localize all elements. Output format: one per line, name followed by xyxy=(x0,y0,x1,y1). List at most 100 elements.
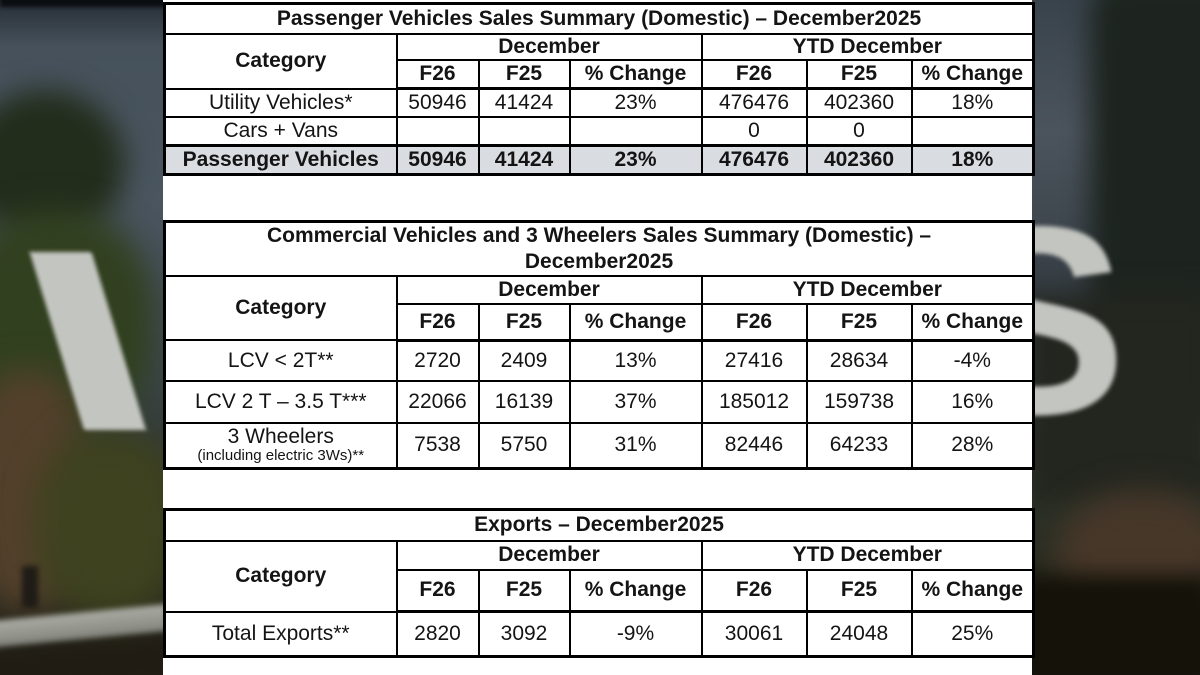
exports-table: Exports – December2025 Category December… xyxy=(163,508,1036,658)
category-cell: Cars + Vans xyxy=(163,115,398,147)
data-cell: 37% xyxy=(568,380,703,424)
column-header-ytd-f25: F25 xyxy=(805,58,913,90)
data-cell: 2820 xyxy=(395,610,480,658)
column-header-f26: F26 xyxy=(395,568,480,613)
data-cell: 476476 xyxy=(700,87,808,118)
column-header-ytd-f25: F25 xyxy=(805,303,913,342)
data-cell: 476476 xyxy=(700,144,808,176)
data-cell: 2409 xyxy=(477,339,571,382)
data-cell: 5750 xyxy=(477,422,571,469)
row-3-wheelers: 3 Wheelers (including electric 3Ws)** 75… xyxy=(163,422,1035,469)
column-header-ytd-pct-change: % Change xyxy=(910,303,1035,342)
data-cell: 82446 xyxy=(700,422,808,469)
column-header-ytd-pct-change: % Change xyxy=(910,58,1035,90)
sub-header-row: F26 F25 % Change F26 F25 % Change xyxy=(165,568,1035,613)
column-header-f25: F25 xyxy=(477,568,571,613)
category-cell: 3 Wheelers (including electric 3Ws)** xyxy=(163,422,398,469)
table-title: Passenger Vehicles Sales Summary (Domest… xyxy=(163,2,1035,35)
row-total-exports: Total Exports** 2820 3092 -9% 30061 2404… xyxy=(163,610,1035,658)
data-cell: -9% xyxy=(568,610,703,658)
data-cell xyxy=(568,115,703,147)
row-lcv-2t-3-5t: LCV 2 T – 3.5 T*** 22066 16139 37% 18501… xyxy=(163,380,1035,424)
group-header-ytd-december: YTD December xyxy=(700,275,1035,305)
commercial-vehicles-table: Commercial Vehicles and 3 Wheelers Sales… xyxy=(163,220,1036,470)
data-cell: 16% xyxy=(910,380,1035,424)
column-header-pct-change: % Change xyxy=(568,303,703,342)
category-sub-label: (including electric 3Ws)** xyxy=(197,447,365,465)
background-dark-corner xyxy=(1015,575,1200,675)
data-cell: 0 xyxy=(700,115,808,147)
data-cell xyxy=(910,115,1035,147)
table-title: Commercial Vehicles and 3 Wheelers Sales… xyxy=(163,220,1035,277)
category-cell: Total Exports** xyxy=(163,610,398,658)
category-cell: LCV < 2T** xyxy=(163,339,398,382)
data-cell xyxy=(395,115,480,147)
column-header-ytd-f26: F26 xyxy=(700,568,808,613)
table-title-row: Commercial Vehicles and 3 Wheelers Sales… xyxy=(163,220,1035,277)
data-cell: 27416 xyxy=(700,339,808,382)
data-cell: 41424 xyxy=(477,87,571,118)
column-header-f25: F25 xyxy=(477,303,571,342)
category-column-header: Category xyxy=(163,275,398,341)
category-cell: LCV 2 T – 3.5 T*** xyxy=(163,380,398,424)
table-title-line1: Commercial Vehicles and 3 Wheelers Sales… xyxy=(266,224,932,247)
category-main-label: 3 Wheelers xyxy=(227,425,334,449)
column-header-ytd-f26: F26 xyxy=(700,58,808,90)
data-cell: 0 xyxy=(805,115,913,147)
background-grass xyxy=(35,430,185,620)
group-header-december: December xyxy=(395,32,703,61)
group-header-ytd-december: YTD December xyxy=(700,32,1035,61)
data-cell: 2720 xyxy=(395,339,480,382)
passenger-vehicles-table: Passenger Vehicles Sales Summary (Domest… xyxy=(163,2,1036,176)
table-title: Exports – December2025 xyxy=(163,508,1035,542)
data-cell: 18% xyxy=(910,87,1035,118)
data-cell: 41424 xyxy=(477,144,571,176)
data-cell: 50946 xyxy=(395,144,480,176)
column-header-f26: F26 xyxy=(395,303,480,342)
data-cell xyxy=(477,115,571,147)
row-cars-vans: Cars + Vans 0 0 xyxy=(163,115,1035,147)
data-cell: 23% xyxy=(568,87,703,118)
group-header-row: Category December YTD December xyxy=(163,539,1035,613)
category-column-header: Category xyxy=(163,539,398,613)
category-column-header: Category xyxy=(163,32,398,90)
data-cell: 23% xyxy=(568,144,703,176)
data-cell: 50946 xyxy=(395,87,480,118)
group-header-row: Category December YTD December xyxy=(163,32,1035,90)
data-cell: 18% xyxy=(910,144,1035,176)
category-cell: Passenger Vehicles xyxy=(163,144,398,176)
data-cell: 24048 xyxy=(805,610,913,658)
background-guardrail-post xyxy=(22,566,38,608)
data-cell: 64233 xyxy=(805,422,913,469)
data-cell: 159738 xyxy=(805,380,913,424)
column-header-pct-change: % Change xyxy=(568,58,703,90)
group-header-row: Category December YTD December xyxy=(163,275,1035,341)
table-title-line2: December2025 xyxy=(524,250,674,273)
sub-header-row: F26 F25 % Change F26 F25 % Change xyxy=(165,303,1035,342)
row-passenger-vehicles-total: Passenger Vehicles 50946 41424 23% 47647… xyxy=(163,144,1035,176)
column-header-ytd-f26: F26 xyxy=(700,303,808,342)
group-header-december: December xyxy=(395,539,703,571)
row-lcv-under-2t: LCV < 2T** 2720 2409 13% 27416 28634 -4% xyxy=(163,339,1035,382)
data-cell: 3092 xyxy=(477,610,571,658)
data-cell: 28634 xyxy=(805,339,913,382)
column-header-ytd-f25: F25 xyxy=(805,568,913,613)
data-cell: 7538 xyxy=(395,422,480,469)
data-cell: 185012 xyxy=(700,380,808,424)
background-dark-area xyxy=(1022,295,1200,505)
document-panel: Passenger Vehicles Sales Summary (Domest… xyxy=(163,0,1036,675)
group-header-ytd-december: YTD December xyxy=(700,539,1035,571)
table-title-row: Exports – December2025 xyxy=(163,508,1035,542)
data-cell: 16139 xyxy=(477,380,571,424)
table-title-row: Passenger Vehicles Sales Summary (Domest… xyxy=(163,2,1035,35)
data-cell: 31% xyxy=(568,422,703,469)
data-cell: 28% xyxy=(910,422,1035,469)
column-header-ytd-pct-change: % Change xyxy=(910,568,1035,613)
group-header-december: December xyxy=(395,275,703,305)
category-cell: Utility Vehicles* xyxy=(163,87,398,118)
data-cell: 25% xyxy=(910,610,1035,658)
data-cell: 402360 xyxy=(805,144,913,176)
data-cell: 22066 xyxy=(395,380,480,424)
column-header-f26: F26 xyxy=(395,58,480,90)
